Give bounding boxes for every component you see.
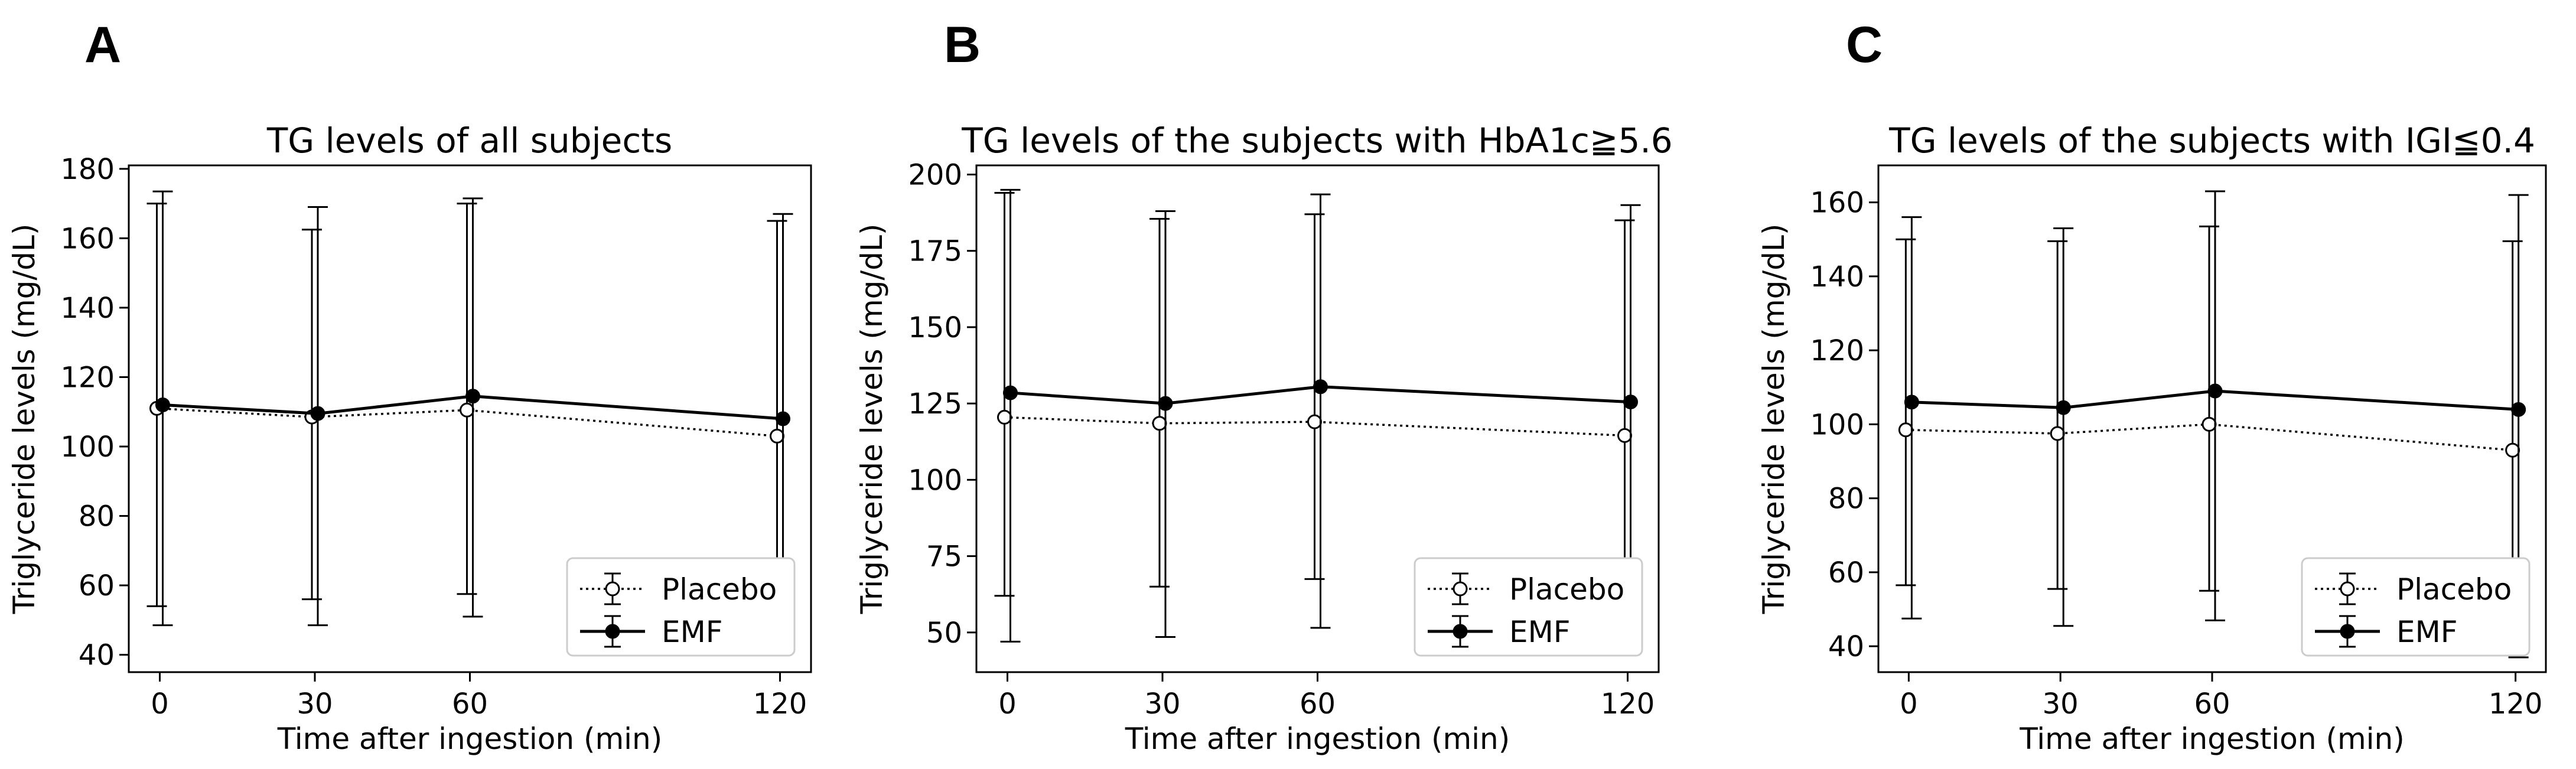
x-tick-label: 120	[1601, 687, 1655, 721]
y-tick-label: 60	[1828, 556, 1864, 589]
legend-marker	[2340, 624, 2355, 639]
data-point	[1158, 396, 1173, 411]
legend-marker	[1453, 581, 1468, 597]
x-axis-label: Time after ingestion (min)	[1125, 722, 1510, 756]
data-point	[1307, 414, 1322, 429]
x-tick-label: 120	[2489, 687, 2543, 721]
legend-marker	[605, 581, 620, 597]
x-axis-label: Time after ingestion (min)	[277, 722, 663, 756]
series-line	[1911, 389, 2519, 411]
y-tick-label: 100	[1810, 408, 1864, 441]
series-line	[1906, 423, 2513, 451]
y-tick-label: 75	[926, 540, 962, 574]
data-point	[1617, 428, 1632, 443]
legend-marker	[605, 624, 620, 639]
x-tick-label: 30	[297, 687, 333, 721]
y-tick-label: 150	[908, 311, 962, 344]
y-tick-label: 40	[79, 639, 115, 672]
y-tick-label: 80	[1828, 483, 1864, 516]
data-point	[1152, 416, 1167, 431]
legend-marker	[1453, 624, 1468, 639]
y-tick-label: 200	[908, 159, 962, 192]
series-line	[1004, 416, 1625, 437]
panel-letter: A	[84, 17, 121, 73]
x-tick-label: 0	[1900, 687, 1918, 721]
series-placebo	[994, 192, 1635, 598]
data-point	[460, 402, 474, 418]
data-point	[2202, 416, 2217, 432]
data-point	[2207, 383, 2223, 399]
y-tick-label: 125	[908, 387, 962, 421]
legend-label-placebo: Placebo	[662, 572, 777, 607]
legend-label-placebo: Placebo	[2396, 572, 2512, 607]
y-tick-label: 140	[60, 292, 115, 325]
chart-panel-a: A TG levels of all subjects 40 60 80 100 120 14…	[7, 17, 812, 756]
x-tick-label: 60	[2194, 687, 2230, 721]
legend-label-placebo: Placebo	[1509, 572, 1624, 607]
y-tick-label: 100	[908, 464, 962, 497]
y-tick-label: 80	[79, 500, 115, 533]
data-point	[1898, 422, 1913, 438]
legend-marker	[2340, 581, 2355, 597]
y-tick-label: 120	[1810, 334, 1864, 367]
series-emf	[1901, 190, 2529, 659]
legend-label-emf: EMF	[2396, 615, 2458, 649]
data-point	[1904, 395, 1919, 410]
x-tick-label: 60	[452, 687, 488, 721]
series-line	[157, 407, 777, 438]
data-point	[155, 397, 170, 412]
y-tick-label: 50	[926, 617, 962, 650]
chart-panel-b: B TG levels of the subjects with HbA1c≧5.…	[855, 17, 1673, 756]
x-tick-label: 120	[753, 687, 807, 721]
series-line	[162, 395, 783, 421]
panel-letter: C	[1846, 17, 1883, 73]
x-tick-label: 60	[1300, 687, 1336, 721]
data-point	[2511, 402, 2526, 417]
data-point	[310, 406, 325, 421]
legend: Placebo EMF	[1414, 557, 1643, 657]
chart-panel-c: C TG levels of the subjects with IGI≦0.4 4…	[1757, 17, 2547, 756]
y-tick-label: 160	[1810, 187, 1864, 220]
x-tick-label: 30	[1144, 687, 1180, 721]
y-axis-label: Triglyceride levels (mg/dL)	[1757, 224, 1791, 615]
chart-title: TG levels of all subjects	[266, 120, 672, 161]
x-tick-label: 0	[998, 687, 1017, 721]
y-axis-label: Triglyceride levels (mg/dL)	[7, 224, 41, 615]
x-axis-label: Time after ingestion (min)	[2019, 722, 2405, 756]
data-point	[1313, 379, 1328, 395]
y-tick-label: 120	[60, 361, 115, 394]
y-tick-label: 40	[1828, 630, 1864, 663]
y-tick-label: 140	[1810, 260, 1864, 294]
data-point	[2056, 400, 2071, 415]
legend: Placebo EMF	[2301, 557, 2531, 657]
x-tick-label: 30	[2043, 687, 2079, 721]
data-point	[997, 409, 1012, 425]
panel-letter: B	[944, 17, 981, 73]
x-tick-label: 0	[151, 687, 169, 721]
series-line	[1010, 385, 1631, 405]
chart-title: TG levels of the subjects with HbA1c≧5.6	[961, 120, 1672, 161]
data-point	[770, 428, 784, 444]
data-point	[1623, 395, 1638, 410]
legend-label-emf: EMF	[1509, 615, 1571, 649]
series-emf	[1000, 188, 1641, 650]
y-tick-label: 175	[908, 235, 962, 268]
y-tick-label: 60	[79, 569, 115, 602]
data-point	[1003, 385, 1018, 400]
y-tick-label: 160	[60, 222, 115, 255]
y-axis-label: Triglyceride levels (mg/dL)	[855, 224, 889, 615]
data-point	[465, 389, 480, 404]
data-point	[2505, 442, 2520, 458]
y-tick-label: 180	[60, 153, 115, 186]
y-tick-label: 100	[60, 431, 115, 464]
chart-title: TG levels of the subjects with IGI≦0.4	[1888, 120, 2535, 161]
data-point	[2050, 426, 2065, 441]
legend-label-emf: EMF	[662, 615, 723, 649]
legend: Placebo EMF	[566, 557, 796, 657]
data-point	[776, 411, 790, 426]
